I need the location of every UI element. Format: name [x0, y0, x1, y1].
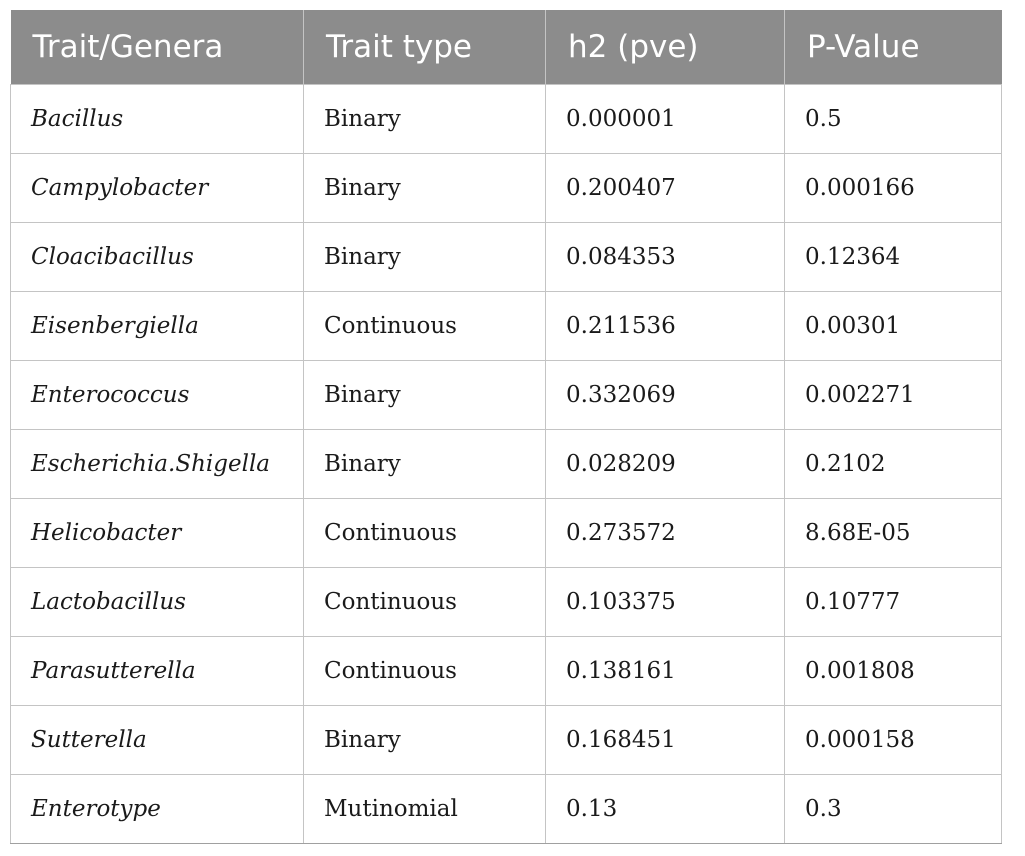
h2-cell: 0.332069: [545, 359, 785, 430]
table-row: Enterococcus Binary 0.332069 0.002271: [10, 359, 1002, 430]
p-value-cell: 0.002271: [784, 359, 1002, 430]
trait-type-cell: Continuous: [303, 635, 546, 706]
table-row: Lactobacillus Continuous 0.103375 0.10777: [10, 566, 1002, 637]
genus-cell: Enterococcus: [10, 359, 304, 430]
h2-cell: 0.103375: [545, 566, 785, 637]
h2-cell: 0.084353: [545, 221, 785, 292]
genus-cell: Campylobacter: [10, 152, 304, 223]
h2-cell: 0.000001: [545, 83, 785, 154]
genus-cell: Sutterella: [10, 704, 304, 775]
table-row: Cloacibacillus Binary 0.084353 0.12364: [10, 221, 1002, 292]
p-value-cell: 0.5: [784, 83, 1002, 154]
genus-cell: Eisenbergiella: [10, 290, 304, 361]
trait-type-cell: Continuous: [303, 497, 546, 568]
genus-cell: Enterotype: [10, 773, 304, 844]
header-trait-type: Trait type: [303, 10, 546, 84]
p-value-cell: 0.3: [784, 773, 1002, 844]
genus-cell: Bacillus: [10, 83, 304, 154]
trait-type-cell: Binary: [303, 152, 546, 223]
trait-type-cell: Continuous: [303, 290, 546, 361]
header-row: Trait/Genera Trait type h2 (pve) P-Value: [10, 10, 1002, 84]
genus-cell: Cloacibacillus: [10, 221, 304, 292]
table-row: Sutterella Binary 0.168451 0.000158: [10, 704, 1002, 775]
table-row: Enterotype Mutinomial 0.13 0.3: [10, 773, 1002, 844]
p-value-cell: 8.68E-05: [784, 497, 1002, 568]
trait-type-cell: Binary: [303, 359, 546, 430]
h2-cell: 0.211536: [545, 290, 785, 361]
genus-cell: Helicobacter: [10, 497, 304, 568]
h2-cell: 0.273572: [545, 497, 785, 568]
header-p-value: P-Value: [784, 10, 1002, 84]
table-header: Trait/Genera Trait type h2 (pve) P-Value: [10, 10, 1002, 84]
p-value-cell: 0.12364: [784, 221, 1002, 292]
genus-cell: Lactobacillus: [10, 566, 304, 637]
heritability-table: Trait/Genera Trait type h2 (pve) P-Value…: [10, 10, 1002, 844]
header-h2-pve: h2 (pve): [545, 10, 785, 84]
p-value-cell: 0.2102: [784, 428, 1002, 499]
header-trait-genera: Trait/Genera: [10, 10, 304, 84]
trait-type-cell: Mutinomial: [303, 773, 546, 844]
h2-cell: 0.138161: [545, 635, 785, 706]
trait-type-cell: Binary: [303, 221, 546, 292]
genus-cell: Escherichia.Shigella: [10, 428, 304, 499]
h2-cell: 0.13: [545, 773, 785, 844]
p-value-cell: 0.001808: [784, 635, 1002, 706]
p-value-cell: 0.000158: [784, 704, 1002, 775]
table-row: Campylobacter Binary 0.200407 0.000166: [10, 152, 1002, 223]
table-body: Bacillus Binary 0.000001 0.5 Campylobacter Bi…: [10, 83, 1002, 844]
p-value-cell: 0.00301: [784, 290, 1002, 361]
trait-type-cell: Binary: [303, 428, 546, 499]
trait-type-cell: Continuous: [303, 566, 546, 637]
table-row: Bacillus Binary 0.000001 0.5: [10, 83, 1002, 154]
h2-cell: 0.200407: [545, 152, 785, 223]
h2-cell: 0.168451: [545, 704, 785, 775]
p-value-cell: 0.10777: [784, 566, 1002, 637]
trait-type-cell: Binary: [303, 83, 546, 154]
table-row: Eisenbergiella Continuous 0.211536 0.00301: [10, 290, 1002, 361]
genus-cell: Parasutterella: [10, 635, 304, 706]
table-row: Parasutterella Continuous 0.138161 0.001808: [10, 635, 1002, 706]
table-row: Escherichia.Shigella Binary 0.028209 0.2102: [10, 428, 1002, 499]
trait-type-cell: Binary: [303, 704, 546, 775]
table-row: Helicobacter Continuous 0.273572 8.68E-05: [10, 497, 1002, 568]
h2-cell: 0.028209: [545, 428, 785, 499]
p-value-cell: 0.000166: [784, 152, 1002, 223]
